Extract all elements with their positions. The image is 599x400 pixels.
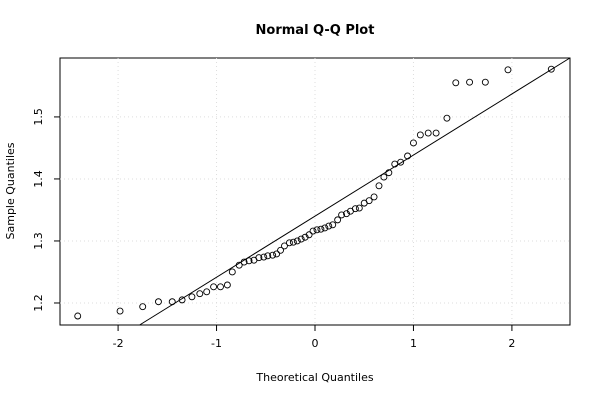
x-tick-label: 1 bbox=[410, 337, 417, 350]
point bbox=[329, 221, 337, 229]
point bbox=[116, 307, 124, 315]
point bbox=[338, 211, 346, 219]
point bbox=[466, 78, 474, 86]
point bbox=[416, 131, 424, 139]
point bbox=[285, 239, 293, 247]
point bbox=[380, 173, 388, 181]
point bbox=[260, 253, 268, 261]
point bbox=[481, 78, 489, 86]
point bbox=[452, 79, 460, 87]
x-axis-label: Theoretical Quantiles bbox=[255, 371, 373, 384]
point bbox=[277, 246, 284, 254]
chart-title: Normal Q-Q Plot bbox=[256, 23, 375, 38]
point bbox=[281, 242, 288, 250]
point bbox=[264, 252, 272, 260]
point bbox=[375, 182, 383, 190]
point bbox=[245, 257, 253, 265]
point bbox=[321, 224, 329, 232]
y-tick-label: 1.4 bbox=[32, 170, 45, 188]
point bbox=[351, 205, 359, 213]
point bbox=[255, 254, 263, 262]
point bbox=[370, 193, 378, 201]
point bbox=[139, 303, 147, 311]
point bbox=[203, 288, 211, 296]
x-tick-label: -2 bbox=[113, 337, 124, 350]
point bbox=[443, 114, 451, 122]
reference-line bbox=[139, 57, 571, 326]
point bbox=[293, 237, 301, 245]
point bbox=[313, 226, 321, 234]
point bbox=[297, 235, 305, 243]
point bbox=[235, 261, 243, 269]
y-tick-label: 1.5 bbox=[32, 108, 45, 126]
point bbox=[168, 298, 176, 306]
point bbox=[273, 250, 281, 258]
point bbox=[317, 225, 325, 233]
point bbox=[432, 129, 440, 137]
point bbox=[391, 160, 399, 168]
point bbox=[410, 139, 417, 147]
point bbox=[74, 312, 82, 320]
point bbox=[355, 204, 363, 212]
x-tick-label: -1 bbox=[211, 337, 222, 350]
y-tick-label: 1.2 bbox=[32, 294, 45, 312]
point bbox=[385, 169, 393, 177]
y-tick-label: 1.3 bbox=[32, 232, 45, 250]
point bbox=[305, 231, 313, 239]
point bbox=[188, 293, 196, 301]
point bbox=[289, 238, 297, 246]
point bbox=[217, 283, 224, 291]
point bbox=[424, 129, 432, 137]
point bbox=[365, 197, 373, 205]
point bbox=[269, 251, 277, 259]
point bbox=[240, 258, 248, 266]
y-axis-label: Sample Quantiles bbox=[4, 142, 17, 239]
x-tick-label: 2 bbox=[508, 337, 515, 350]
point bbox=[228, 268, 236, 276]
point bbox=[223, 281, 231, 289]
point bbox=[334, 216, 342, 224]
point bbox=[397, 158, 405, 166]
x-tick-label: 0 bbox=[312, 337, 319, 350]
point bbox=[210, 283, 218, 291]
point bbox=[547, 65, 555, 73]
point bbox=[325, 222, 333, 230]
point bbox=[196, 290, 204, 298]
point bbox=[504, 66, 512, 74]
point bbox=[309, 227, 317, 235]
point bbox=[404, 152, 411, 160]
point bbox=[178, 296, 186, 304]
point bbox=[155, 298, 162, 306]
